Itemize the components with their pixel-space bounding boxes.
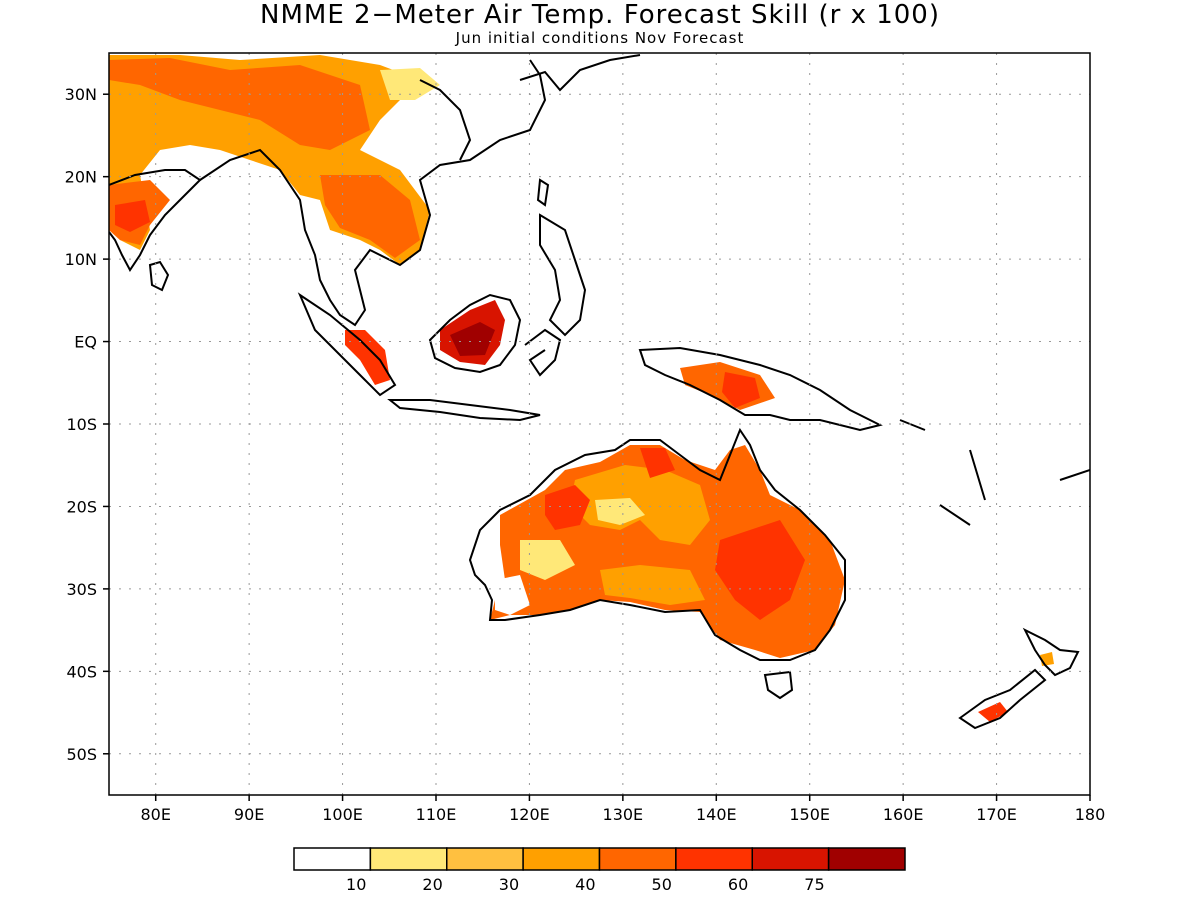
coastline-new-guinea xyxy=(638,346,883,432)
lon-tick-label: 120E xyxy=(509,805,550,824)
coastline-java xyxy=(387,399,541,422)
map-grid xyxy=(109,53,1090,795)
skill-region-south-asia-core xyxy=(109,58,370,150)
lon-tick-label: 130E xyxy=(603,805,644,824)
lon-tick-label: 100E xyxy=(322,805,363,824)
colorbar-label: 10 xyxy=(346,875,366,894)
skill-region-indochina xyxy=(320,175,420,258)
lon-tick-label: 140E xyxy=(696,805,737,824)
skill-region-india-core xyxy=(115,200,150,232)
colorbar-label: 50 xyxy=(652,875,672,894)
lat-tick-label: 30S xyxy=(66,580,97,599)
colorbar-swatch xyxy=(675,847,753,871)
lon-tick-label: 110E xyxy=(416,805,457,824)
coastline-sumatra xyxy=(297,292,397,397)
coastline-taiwan xyxy=(536,178,550,207)
coastline-tasmania xyxy=(763,670,794,700)
lon-tick-label: 90E xyxy=(234,805,264,824)
colorbar-label: 30 xyxy=(499,875,519,894)
lat-tick-label: EQ xyxy=(74,333,97,352)
colorbar-label: 40 xyxy=(575,875,595,894)
coastline-mainland-se-asia xyxy=(199,59,547,327)
skill-region-australia-moderate-south xyxy=(600,565,705,605)
colorbar-swatch xyxy=(293,847,372,871)
coastline-sri-lanka xyxy=(148,260,170,292)
colorbar-swatch xyxy=(751,847,830,871)
longitude-axis: 80E 90E 100E 110E 120E 130E 140E 150E 160E 170E 18… xyxy=(140,795,1105,824)
coastline-philippines xyxy=(539,213,587,337)
coastline-australia xyxy=(468,427,846,661)
colorbar-label: 20 xyxy=(422,875,442,894)
colorbar-swatch xyxy=(598,847,677,871)
colorbar-label: 60 xyxy=(728,875,748,894)
coastline-new-zealand-south xyxy=(958,668,1047,730)
lat-tick-label: 10N xyxy=(65,250,97,269)
lat-tick-label: 40S xyxy=(66,662,97,681)
skill-region-australia-high-nw xyxy=(545,485,590,530)
lon-tick-label: 80E xyxy=(140,805,170,824)
coastline-layer xyxy=(109,54,1090,730)
lat-tick-label: 10S xyxy=(66,415,97,434)
chart-subtitle: Jun initial conditions Nov Forecast xyxy=(455,29,745,47)
lon-tick-label: 180 xyxy=(1075,805,1106,824)
skill-region-australia-nil-sw xyxy=(495,575,530,615)
coastline-sulawesi xyxy=(524,328,562,377)
skill-region-australia-high-north xyxy=(640,448,675,478)
skill-region-new-guinea-core xyxy=(722,372,760,408)
lat-tick-label: 30N xyxy=(65,85,97,104)
latitude-axis: 30N 20N 10N EQ 10S 20S 30S 40S 50S xyxy=(65,85,109,764)
lon-tick-label: 170E xyxy=(976,805,1017,824)
chart-title: NMME 2−Meter Air Temp. Forecast Skill (r… xyxy=(260,0,940,30)
skill-region-borneo-core xyxy=(450,322,495,356)
lat-tick-label: 50S xyxy=(66,745,97,764)
coastline-borneo xyxy=(428,293,522,374)
colorbar-swatch xyxy=(446,847,524,871)
skill-fill-layer xyxy=(109,55,1054,722)
lon-tick-label: 150E xyxy=(789,805,830,824)
coastline-china xyxy=(419,79,472,161)
skill-region-sumatra xyxy=(345,330,390,385)
colorbar-label: 75 xyxy=(804,875,824,894)
coastline-pacific-islands xyxy=(899,419,1090,526)
colorbar-swatch xyxy=(522,847,601,871)
colorbar: 10 20 30 40 50 60 75 xyxy=(293,847,906,894)
skill-region-australia-low-central xyxy=(595,498,645,525)
lat-tick-label: 20N xyxy=(65,168,97,187)
coastline-japan-korea xyxy=(519,54,641,92)
skill-region-australia-moderate xyxy=(570,465,710,545)
skill-region-new-zealand xyxy=(978,702,1008,722)
skill-region-australia-high-east xyxy=(715,520,805,620)
coastline-india xyxy=(109,169,202,272)
skill-region-tibet-light xyxy=(380,68,440,100)
skill-region-australia-low-west xyxy=(520,540,575,580)
coastline-new-zealand-north xyxy=(1022,627,1080,677)
colorbar-swatch xyxy=(369,847,448,871)
lat-tick-label: 20S xyxy=(66,497,97,516)
lon-tick-label: 160E xyxy=(883,805,924,824)
colorbar-swatch xyxy=(827,847,906,871)
